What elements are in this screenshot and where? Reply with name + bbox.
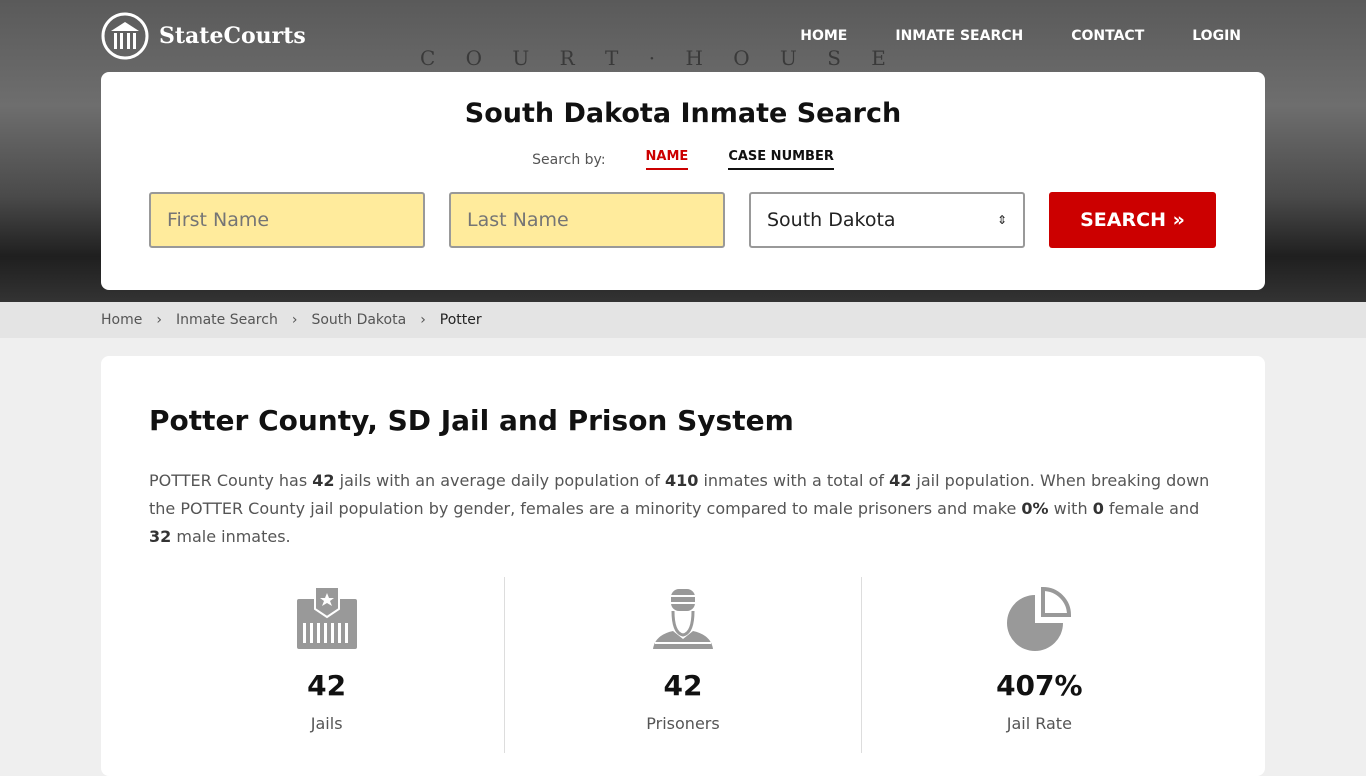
chevron-right-icon: ›: [156, 312, 162, 328]
tab-name[interactable]: NAME: [645, 149, 689, 170]
stat-value: 407%: [996, 669, 1083, 702]
search-button[interactable]: SEARCH »: [1049, 192, 1216, 248]
nav-contact[interactable]: CONTACT: [1071, 28, 1145, 44]
content-card: Potter County, SD Jail and Prison System…: [101, 356, 1265, 776]
state-select[interactable]: South Dakota ⇕: [749, 192, 1025, 248]
stat-value: 42: [307, 669, 347, 702]
courthouse-logo-icon: [101, 12, 149, 60]
breadcrumb-home[interactable]: Home: [101, 312, 143, 328]
search-card: South Dakota Inmate Search Search by: NA…: [101, 72, 1265, 290]
breadcrumb-inmate-search[interactable]: Inmate Search: [175, 312, 278, 328]
stat-prisoners: 42 Prisoners: [505, 577, 862, 753]
search-title: South Dakota Inmate Search: [464, 98, 902, 129]
background-text: C O U R T · H O U S E: [420, 46, 898, 70]
stat-label: Jails: [310, 714, 343, 733]
stat-label: Prisoners: [646, 714, 720, 733]
brand-name: StateCourts: [159, 23, 306, 49]
nav-login[interactable]: LOGIN: [1192, 28, 1241, 44]
breadcrumb-state[interactable]: South Dakota: [311, 312, 407, 328]
first-name-input[interactable]: [149, 192, 425, 248]
stat-label: Jail Rate: [1006, 714, 1072, 733]
prisoner-icon: [652, 589, 713, 649]
breadcrumb-current: Potter: [439, 312, 482, 328]
hero: C O U R T · H O U S E StateCourts HOME I…: [0, 0, 1366, 302]
page-title: Potter County, SD Jail and Prison System: [149, 404, 794, 437]
logo[interactable]: StateCourts: [101, 12, 306, 60]
stat-value: 42: [663, 669, 703, 702]
summary-text: POTTER County has 42 jails with an avera…: [149, 471, 1210, 546]
state-value: South Dakota: [767, 209, 896, 231]
chevron-right-icon: ›: [420, 312, 426, 328]
stat-jails: 42 Jails: [149, 577, 506, 753]
chevron-right-icon: ›: [291, 312, 298, 328]
search-by-label: Search by:: [532, 151, 606, 168]
top-nav: HOME INMATE SEARCH CONTACT LOGIN: [800, 27, 1241, 45]
nav-home[interactable]: HOME: [800, 28, 848, 44]
pie-chart-icon: [1007, 586, 1072, 651]
breadcrumb: Home › Inmate Search › South Dakota › Potte…: [0, 302, 1366, 338]
nav-inmate-search[interactable]: INMATE SEARCH: [895, 28, 1024, 44]
select-arrows-icon: ⇕: [996, 213, 1007, 227]
last-name-input[interactable]: [449, 192, 725, 248]
tab-case-number[interactable]: CASE NUMBER: [728, 149, 834, 170]
stat-jail-rate: 407% Jail Rate: [862, 577, 1217, 753]
jail-icon: [296, 586, 357, 649]
